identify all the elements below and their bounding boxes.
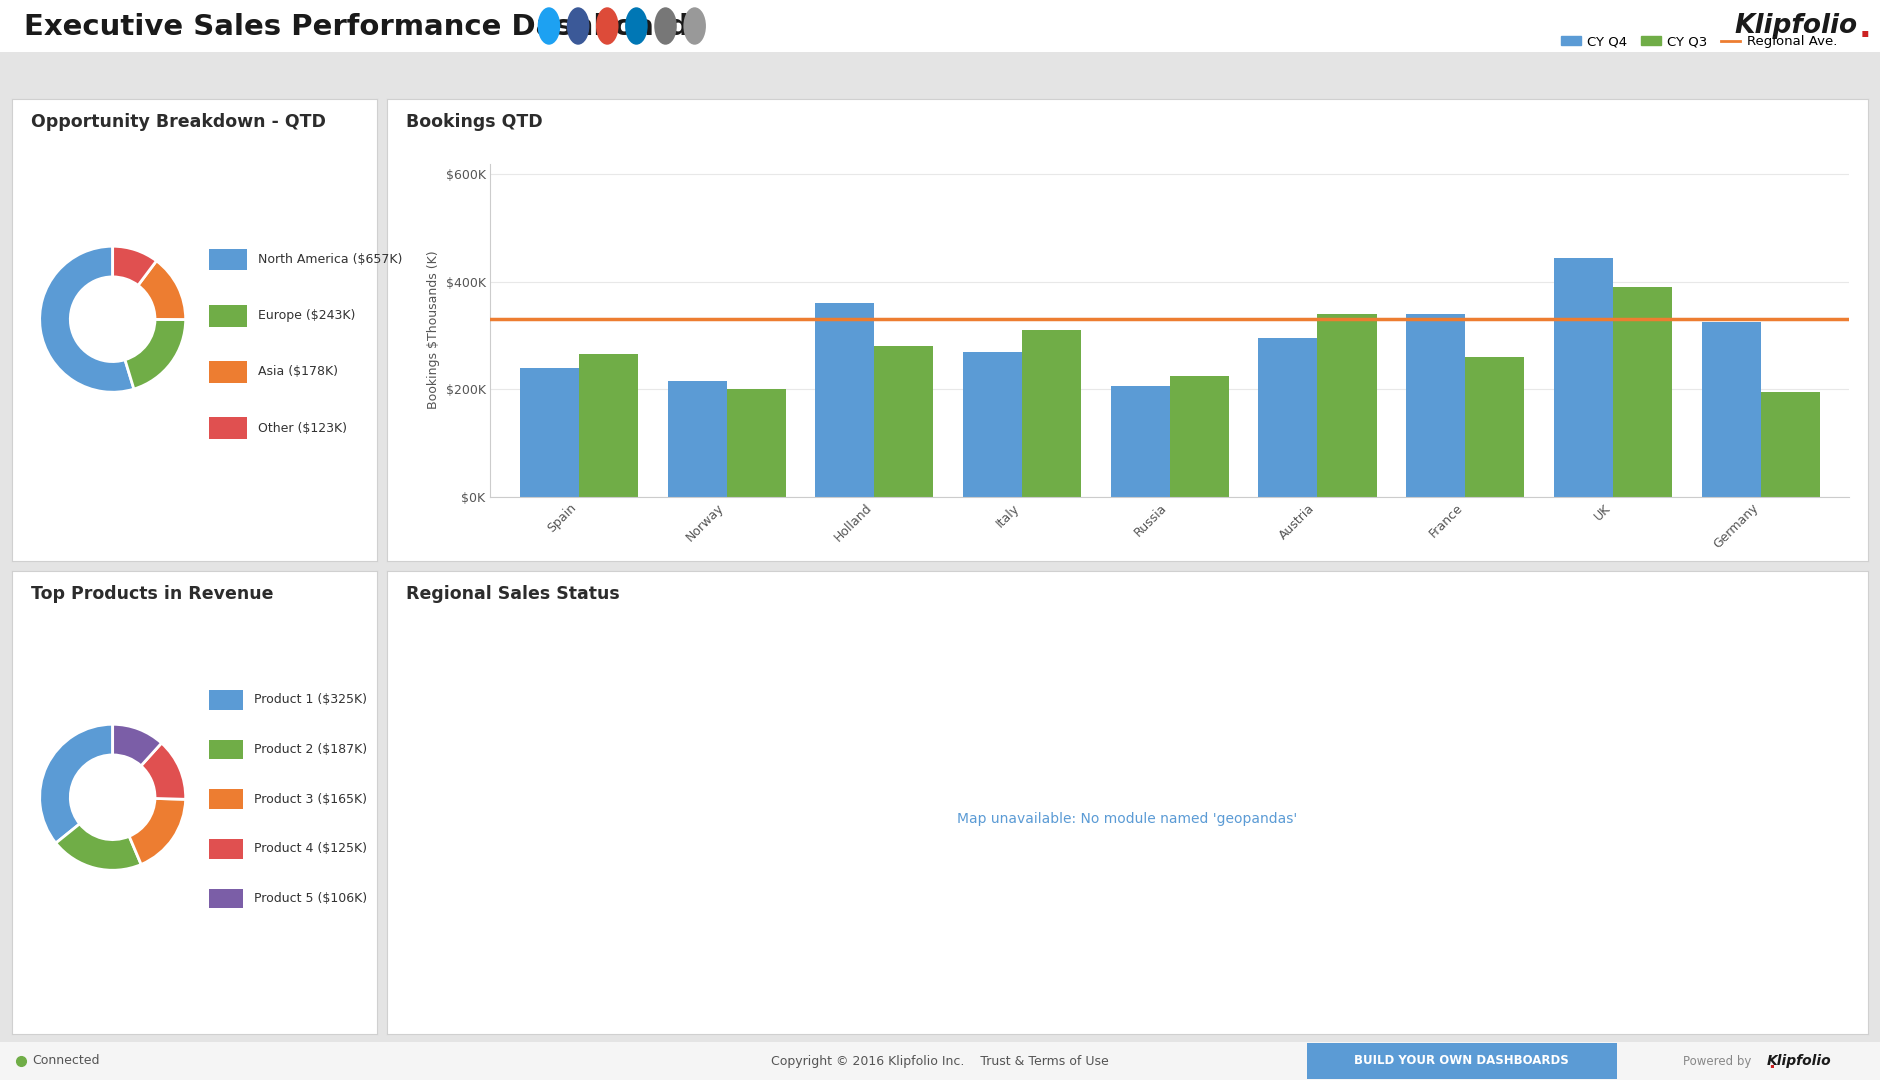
Bar xyxy=(1613,287,1671,497)
Bar xyxy=(1023,330,1081,497)
Ellipse shape xyxy=(596,8,619,44)
Bar xyxy=(1760,392,1820,497)
Wedge shape xyxy=(113,246,156,285)
Wedge shape xyxy=(130,798,186,864)
Text: Copyright © 2016 Klipfolio Inc.    Trust & Terms of Use: Copyright © 2016 Klipfolio Inc. Trust & … xyxy=(771,1054,1109,1067)
Text: Product 4 ($125K): Product 4 ($125K) xyxy=(254,842,367,855)
Text: Klipfolio: Klipfolio xyxy=(1735,13,1857,39)
Wedge shape xyxy=(141,743,186,799)
Ellipse shape xyxy=(654,8,677,44)
Wedge shape xyxy=(124,320,186,389)
Bar xyxy=(816,303,874,497)
Text: Other ($123K): Other ($123K) xyxy=(258,421,348,434)
Wedge shape xyxy=(39,725,113,843)
Text: Europe ($243K): Europe ($243K) xyxy=(258,309,355,322)
Wedge shape xyxy=(39,246,133,392)
Ellipse shape xyxy=(684,8,707,44)
Text: North America ($657K): North America ($657K) xyxy=(258,253,402,266)
Bar xyxy=(1169,376,1230,497)
Bar xyxy=(1258,338,1318,497)
Text: Product 3 ($165K): Product 3 ($165K) xyxy=(254,793,367,806)
Text: Connected: Connected xyxy=(32,1054,100,1067)
Bar xyxy=(874,347,934,497)
Ellipse shape xyxy=(568,8,590,44)
Text: Executive Sales Performance Dashboard: Executive Sales Performance Dashboard xyxy=(24,13,690,41)
Text: Product 2 ($187K): Product 2 ($187K) xyxy=(254,743,367,756)
Y-axis label: Bookings $Thousands (K): Bookings $Thousands (K) xyxy=(427,251,440,409)
Text: .: . xyxy=(1857,11,1871,43)
Bar xyxy=(667,381,728,497)
Bar xyxy=(728,389,786,497)
Bar xyxy=(963,351,1023,497)
Wedge shape xyxy=(56,824,141,870)
Bar xyxy=(1111,387,1169,497)
Bar xyxy=(521,367,579,497)
Wedge shape xyxy=(113,725,162,766)
Text: Asia ($178K): Asia ($178K) xyxy=(258,365,338,378)
Text: Product 5 ($106K): Product 5 ($106K) xyxy=(254,892,367,905)
Text: Opportunity Breakdown - QTD: Opportunity Breakdown - QTD xyxy=(30,112,325,131)
Text: Klipfolio: Klipfolio xyxy=(1767,1054,1831,1068)
Bar xyxy=(1465,356,1525,497)
Text: Product 1 ($325K): Product 1 ($325K) xyxy=(254,693,367,706)
Text: Regional Sales Status: Regional Sales Status xyxy=(406,585,620,604)
Ellipse shape xyxy=(538,8,560,44)
Ellipse shape xyxy=(624,8,647,44)
Bar xyxy=(1553,257,1613,497)
Text: Top Products in Revenue: Top Products in Revenue xyxy=(30,585,273,604)
Bar xyxy=(1406,314,1465,497)
Text: Map unavailable: No module named 'geopandas': Map unavailable: No module named 'geopan… xyxy=(957,812,1297,826)
Text: .: . xyxy=(1769,1054,1775,1071)
Bar xyxy=(1701,322,1760,497)
Bar xyxy=(1318,314,1376,497)
Text: BUILD YOUR OWN DASHBOARDS: BUILD YOUR OWN DASHBOARDS xyxy=(1354,1054,1570,1067)
Text: Bookings QTD: Bookings QTD xyxy=(406,112,543,131)
Bar xyxy=(579,354,637,497)
Text: Powered by: Powered by xyxy=(1683,1054,1750,1067)
Wedge shape xyxy=(137,261,186,320)
Legend: CY Q4, CY Q3, Regional Ave.: CY Q4, CY Q3, Regional Ave. xyxy=(1557,30,1842,54)
